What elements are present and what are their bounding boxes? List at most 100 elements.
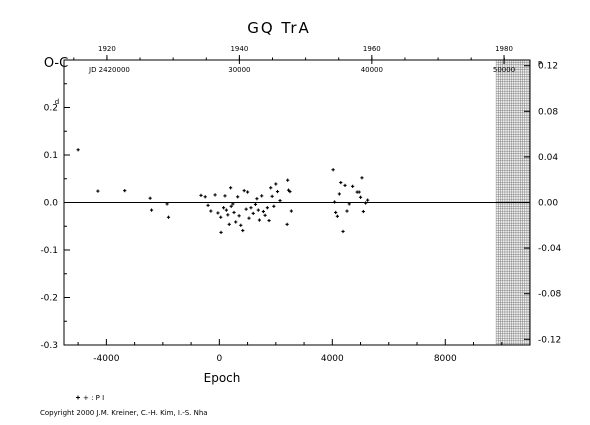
data-point — [226, 213, 230, 217]
data-point — [242, 189, 246, 193]
data-point — [288, 189, 292, 194]
data-point — [149, 208, 154, 212]
data-point — [347, 202, 351, 206]
data-point — [244, 207, 248, 211]
jd-tick-label: 30000 — [228, 66, 250, 74]
x-tick-label: 0 — [216, 354, 222, 364]
data-point — [213, 193, 217, 197]
axis-ticks: -4000 0 4000 8000 0.2 0.1 0.0 -0.1 -0.2 -0.3 0.12 0… — [40, 45, 562, 400]
data-point — [249, 206, 253, 210]
data-point — [286, 178, 290, 182]
data-point — [221, 206, 226, 210]
data-point — [275, 189, 280, 194]
legend-text: + : P I — [83, 394, 104, 402]
data-points — [76, 148, 370, 235]
data-point — [263, 213, 267, 217]
y-tick-label: 0.1 — [44, 151, 58, 161]
jd-tick-label: 40000 — [361, 66, 383, 74]
data-point — [265, 206, 269, 210]
data-point — [236, 195, 240, 199]
data-point — [123, 189, 127, 193]
data-point — [219, 230, 223, 235]
data-point — [251, 211, 255, 216]
data-point — [272, 204, 276, 208]
data-point — [331, 168, 335, 172]
y-tick-label: -0.1 — [40, 246, 58, 256]
right-tick-label: 0.12 — [538, 62, 558, 72]
right-tick-label: 0.04 — [538, 153, 558, 163]
data-point — [247, 216, 251, 220]
y-tick-label: -0.3 — [40, 341, 58, 351]
data-point — [341, 229, 345, 234]
plot-area — [63, 59, 531, 346]
right-tick-label: -0.04 — [538, 244, 562, 254]
data-point — [343, 183, 347, 187]
data-point — [257, 218, 262, 222]
data-point — [332, 200, 337, 204]
data-point — [239, 223, 243, 227]
data-point — [364, 201, 368, 205]
data-point — [227, 222, 231, 226]
data-point — [223, 194, 227, 198]
data-point — [366, 198, 370, 202]
data-point — [260, 194, 264, 198]
data-point — [219, 215, 223, 219]
data-point — [229, 204, 233, 208]
data-point — [335, 214, 339, 218]
data-point — [165, 202, 169, 206]
year-tick-label: 1940 — [230, 45, 248, 53]
data-point — [361, 209, 365, 214]
copyright-text: Copyright 2000 J.M. Kreiner, C.-H. Kim, … — [40, 409, 208, 417]
data-point — [256, 208, 260, 212]
x-tick-label: 4000 — [321, 354, 344, 364]
data-point — [261, 209, 265, 214]
data-point — [234, 220, 238, 224]
data-point — [345, 209, 349, 213]
jd-prefix-label: JD 2420000 — [88, 66, 130, 74]
data-point — [232, 210, 236, 215]
data-point — [148, 196, 152, 200]
data-point — [245, 190, 250, 194]
data-point — [253, 202, 258, 206]
data-point — [237, 214, 241, 218]
year-tick-label: 1980 — [495, 45, 513, 53]
data-point — [166, 215, 171, 219]
data-point — [96, 189, 100, 193]
data-point — [270, 194, 274, 198]
data-point — [267, 218, 271, 223]
y-tick-label: 0.0 — [44, 199, 59, 209]
right-tick-label: -0.08 — [538, 290, 562, 300]
data-point — [209, 209, 213, 213]
data-point — [339, 180, 343, 185]
y-axis-unit-left: d — [55, 98, 59, 106]
right-tick-label: -0.12 — [538, 335, 561, 345]
data-point — [274, 182, 278, 186]
data-point — [199, 193, 203, 197]
right-tick-label: 0.00 — [538, 199, 558, 209]
data-point — [351, 184, 355, 188]
y-tick-label: 0.2 — [44, 104, 58, 114]
data-point — [255, 197, 259, 201]
data-point — [216, 211, 220, 215]
data-point — [269, 186, 273, 190]
x-axis-label: Epoch — [204, 371, 241, 385]
data-point — [203, 195, 207, 199]
legend-marker — [76, 395, 80, 400]
y-axis-unit-right: P — [538, 60, 542, 68]
right-tick-label: 0.08 — [538, 107, 558, 117]
data-point — [278, 199, 282, 203]
data-point — [285, 222, 289, 226]
year-tick-label: 1960 — [363, 45, 381, 53]
data-point — [357, 190, 361, 194]
data-point — [334, 210, 338, 215]
data-point — [337, 192, 341, 196]
data-point — [358, 195, 363, 199]
data-point — [289, 209, 293, 213]
y-axis-label: O-C — [44, 56, 68, 71]
data-point — [360, 176, 364, 180]
data-point — [224, 208, 228, 212]
data-point — [76, 148, 80, 152]
chart-title: GQ TrA — [247, 19, 311, 37]
x-tick-label: 8000 — [434, 354, 457, 364]
